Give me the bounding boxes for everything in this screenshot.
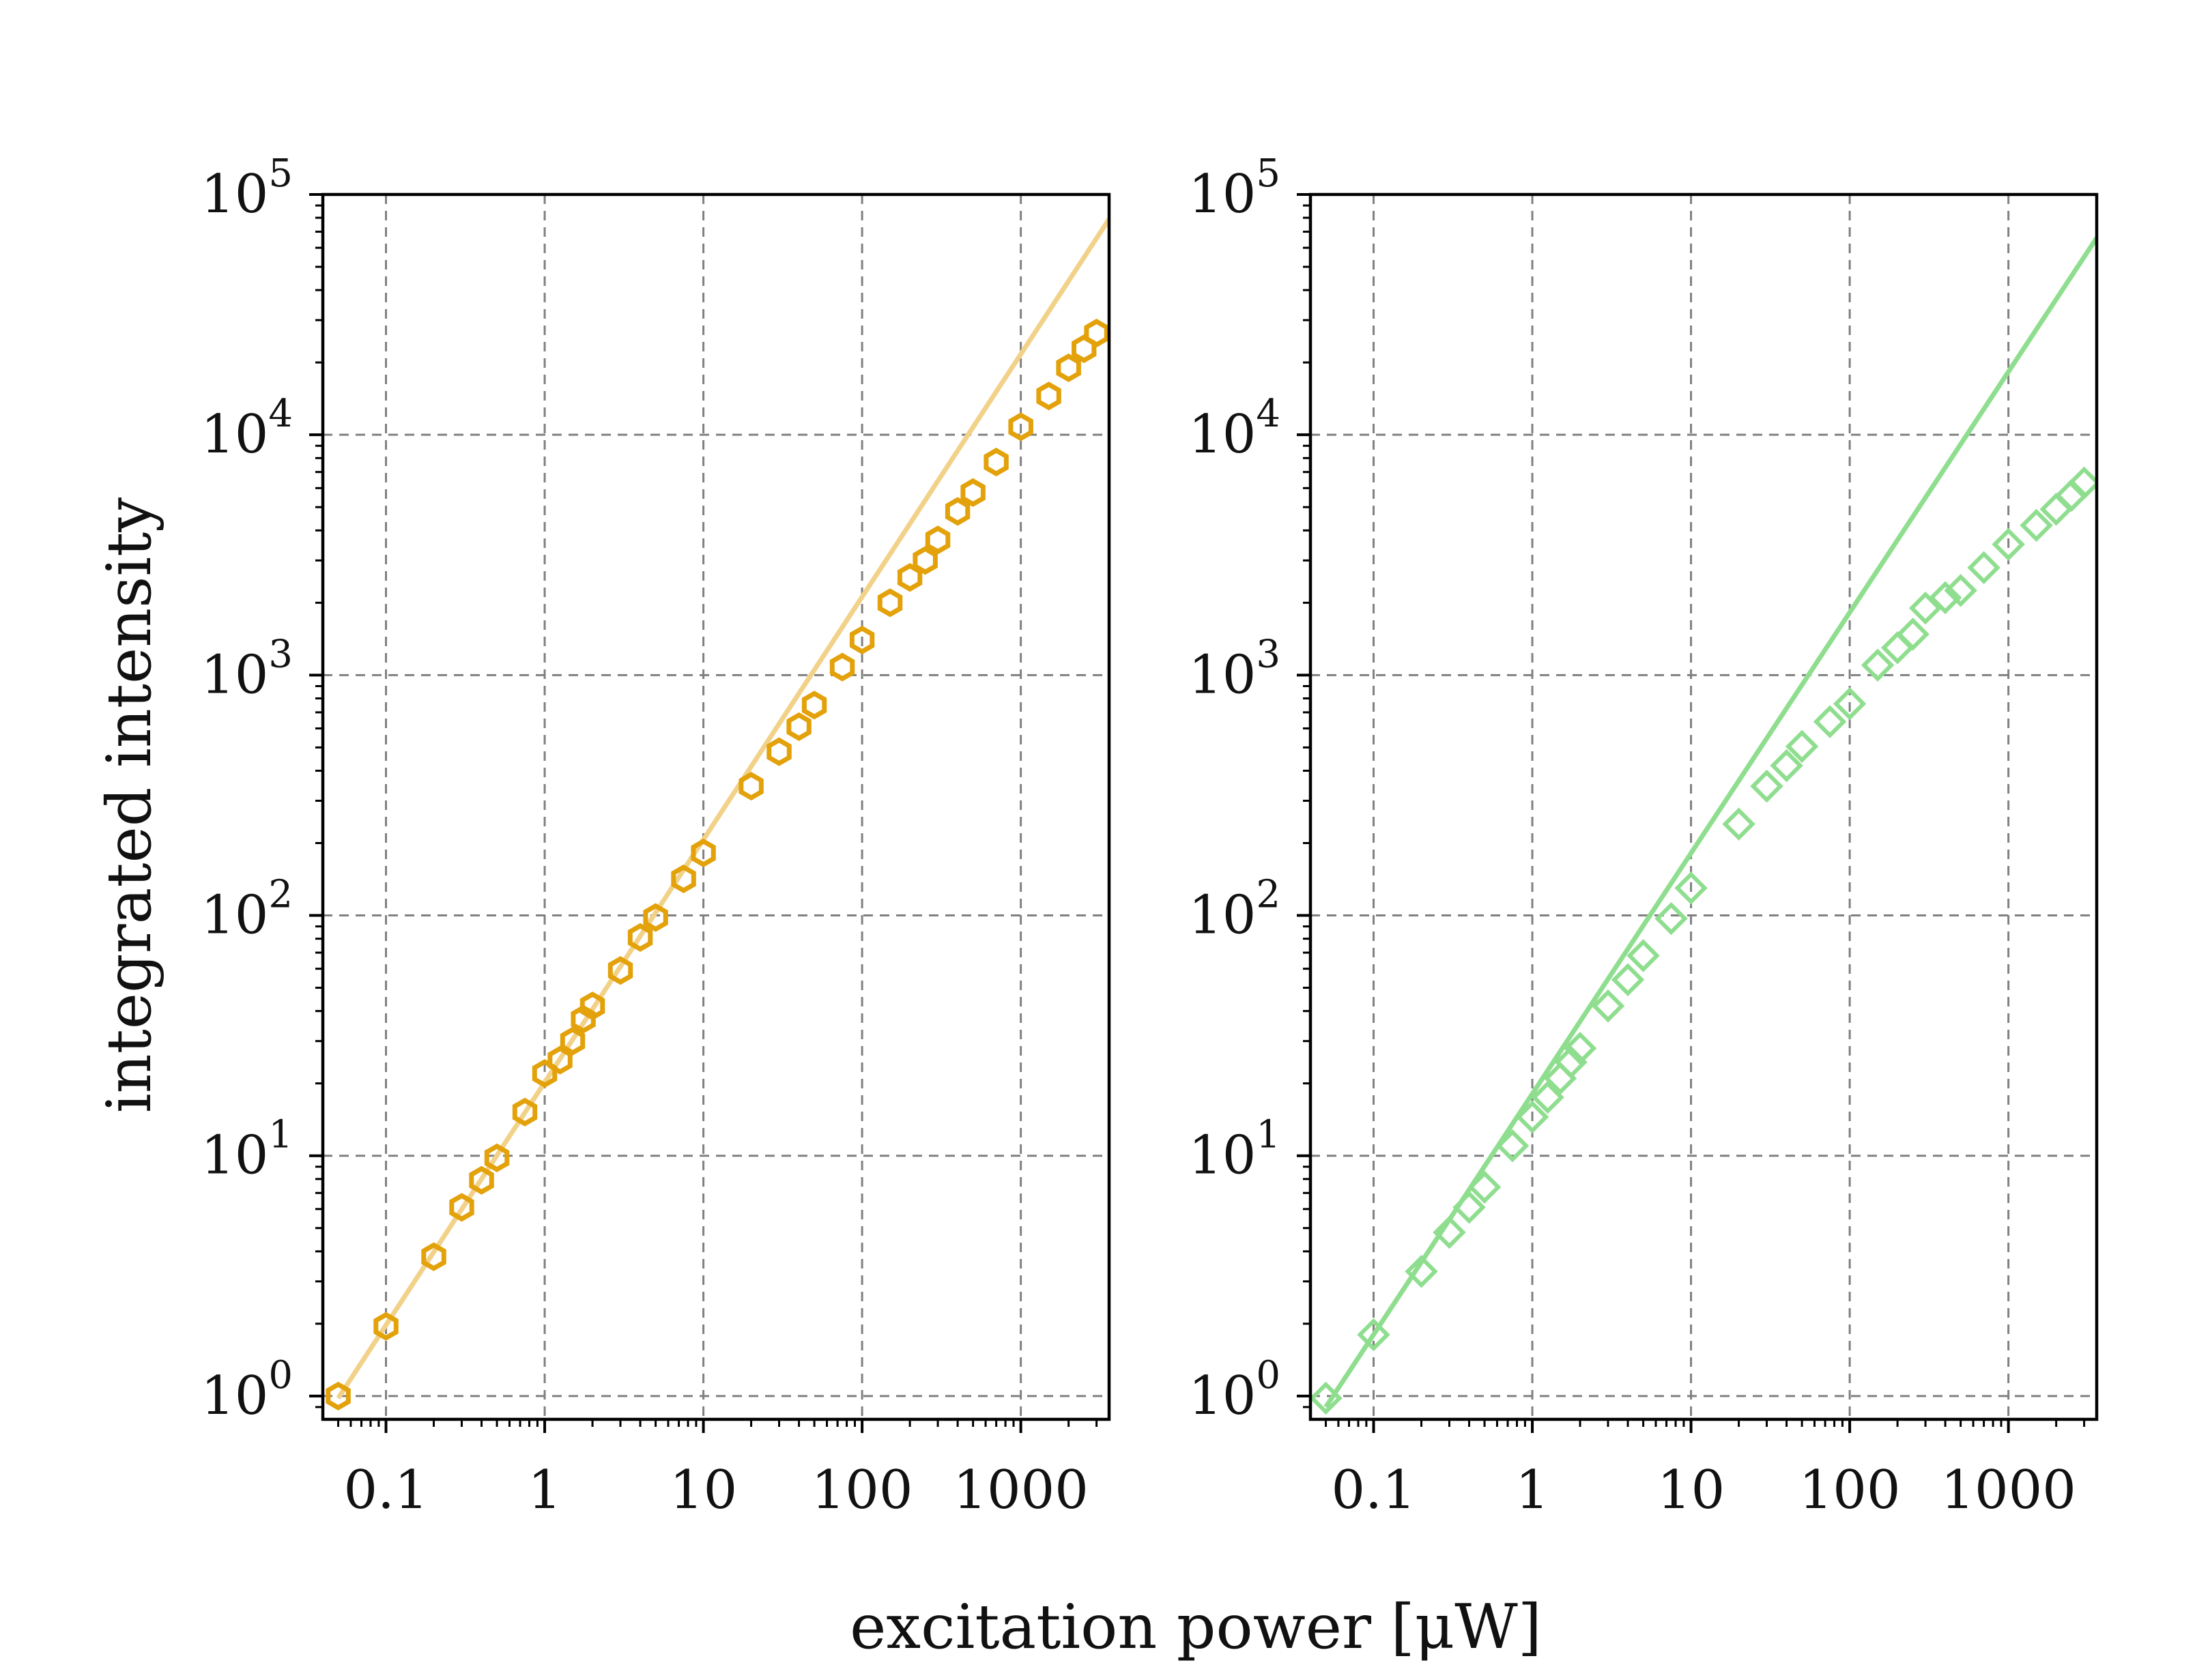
plot-frame [321, 192, 1111, 1421]
x-tick-label: 1000 [953, 1460, 1089, 1521]
hexagon-marker [671, 864, 696, 893]
left-panel: 0.1 1 10 100 1000 100 101 102 103 104 105 [201, 151, 1111, 1521]
hexagon-marker [571, 1004, 596, 1034]
diamond-marker [1722, 807, 1755, 841]
hexagon-marker [607, 956, 633, 985]
y-tick-label: 101 [1188, 1113, 1280, 1187]
diamond-marker [2039, 493, 2073, 526]
hexagon-marker [1008, 412, 1033, 441]
hexagon-marker [326, 1381, 351, 1410]
hexagon-marker [766, 737, 792, 766]
x-tick-label: 0.1 [344, 1460, 429, 1521]
x-tick-label: 1 [528, 1460, 562, 1521]
hexagon-marker [547, 1045, 573, 1075]
y-tick-label: 104 [201, 392, 293, 465]
hexagon-marker [984, 448, 1009, 477]
diamond-marker [1591, 989, 1625, 1023]
diamond-marker [2020, 508, 2053, 542]
y-tick-label: 101 [201, 1113, 293, 1187]
hexagon-marker [786, 712, 812, 741]
hexagon-marker [1084, 319, 1109, 348]
hexagon-marker [925, 525, 951, 555]
diamond-marker [1944, 574, 1977, 607]
diamond-marker [1467, 1170, 1502, 1204]
y-tick-label: 100 [201, 1353, 293, 1427]
hexagon-marker [913, 546, 938, 575]
hexagon-marker [484, 1143, 510, 1172]
diamond-marker [1928, 581, 1962, 615]
y-tick-label: 103 [1188, 632, 1280, 706]
x-tick-label: 0.1 [1332, 1460, 1416, 1521]
diamond-marker [1495, 1129, 1530, 1163]
right-panel: 0.1 1 10 100 1000 100 101 102 103 104 105 [1188, 151, 2099, 1521]
diamond-marker [1967, 551, 2000, 585]
hexagon-marker [469, 1165, 494, 1195]
y-tick-label: 102 [201, 873, 293, 946]
hexagon-marker [560, 1026, 586, 1056]
hexagon-marker [449, 1193, 474, 1222]
hexagon-marker [945, 497, 971, 526]
diamond-marker [1861, 648, 1895, 682]
plot-frame [1308, 192, 2099, 1421]
hexagon-marker [738, 772, 764, 801]
y-tick-label: 102 [1188, 873, 1280, 946]
diamond-marker [2067, 466, 2097, 500]
diamond-marker [1531, 1080, 1564, 1114]
diamond-marker [1992, 527, 2025, 561]
diamond-marker [1813, 705, 1847, 738]
diamond-marker [1908, 591, 1942, 625]
diamond-marker [1357, 1318, 1390, 1352]
diamond-marker [1310, 1381, 1343, 1415]
hexagon-marker [1056, 353, 1081, 383]
diamond-marker [1880, 631, 1914, 665]
diamond-marker [1674, 871, 1708, 905]
y-tick-label: 105 [201, 151, 293, 225]
y-tick-label: 105 [1188, 151, 1280, 225]
hexagon-marker [1036, 381, 1061, 411]
diamond-marker [1611, 963, 1645, 997]
x-tick-label: 10 [1657, 1460, 1725, 1521]
y-tick-label: 104 [1188, 392, 1280, 465]
diamond-marker [1654, 901, 1688, 936]
fit-line [336, 218, 1109, 1400]
diamond-marker [1433, 1215, 1466, 1249]
diamond-marker [1833, 687, 1867, 721]
hexagon-marker [643, 903, 668, 932]
hexagon-marker [877, 588, 903, 618]
y-tick-label: 103 [201, 632, 293, 706]
hexagon-marker [691, 838, 716, 867]
diamond-marker [1750, 769, 1783, 803]
diamond-marker [1896, 618, 1929, 651]
diamond-marker [1554, 1045, 1588, 1079]
x-tick-label: 10 [670, 1460, 737, 1521]
hexagon-marker [579, 991, 605, 1021]
hexagon-marker [512, 1097, 538, 1127]
hexagon-marker [829, 652, 855, 682]
diamond-marker [1405, 1255, 1438, 1288]
x-tick-label: 1 [1515, 1460, 1549, 1521]
hexagon-marker [960, 478, 986, 507]
y-tick-label: 100 [1188, 1353, 1280, 1427]
hexagon-marker [801, 691, 827, 720]
x-tick-label: 100 [812, 1460, 913, 1521]
y-axis-label: integrated intensity [94, 497, 165, 1113]
fit-line [1323, 236, 2097, 1408]
diamond-marker [1563, 1031, 1597, 1065]
hexagon-marker [373, 1312, 399, 1341]
hexagon-marker [849, 625, 875, 654]
diamond-marker [1515, 1100, 1549, 1134]
diamond-marker [1452, 1191, 1486, 1224]
hexagon-marker [627, 923, 653, 952]
diamond-marker [1785, 729, 1819, 764]
diamond-marker [1770, 749, 1803, 783]
x-tick-label: 100 [1799, 1460, 1901, 1521]
x-tick-label: 1000 [1940, 1460, 2076, 1521]
hexagon-marker [421, 1242, 446, 1271]
x-axis-label: excitation power [μW] [850, 1591, 1542, 1663]
diamond-marker [1626, 939, 1660, 972]
